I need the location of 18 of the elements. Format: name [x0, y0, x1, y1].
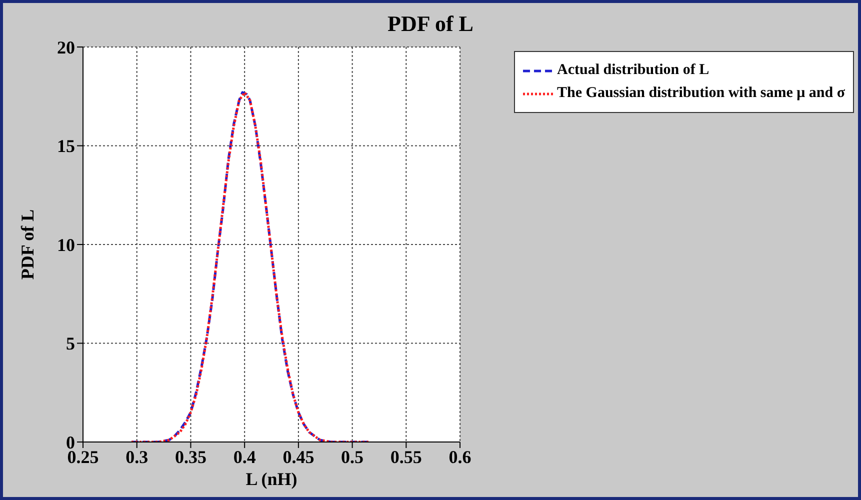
x-tick-label: 0.4 [233, 446, 256, 467]
y-axis-title: PDF of L [17, 209, 38, 280]
legend-label: The Gaussian distribution with same μ and σ [557, 85, 845, 102]
y-tick-label: 0 [66, 432, 75, 452]
y-tick-label: 10 [57, 234, 75, 255]
y-tick-label: 5 [66, 334, 75, 354]
chart-title: PDF of L [386, 11, 474, 37]
x-tick-label: 0.6 [448, 446, 472, 467]
x-tick-label: 0.3 [126, 446, 148, 467]
x-axis-title: L (nH) [246, 469, 298, 489]
x-tick-label: 0.35 [174, 446, 206, 467]
y-tick-label: 15 [57, 136, 75, 156]
x-tick-label: 0.55 [390, 446, 422, 467]
x-tick-label: 0.5 [341, 446, 364, 467]
x-tick-label: 0.45 [282, 446, 314, 467]
y-tick-label: 20 [57, 37, 75, 58]
legend-label: Actual distribution of L [557, 62, 710, 79]
line-series [130, 91, 370, 442]
